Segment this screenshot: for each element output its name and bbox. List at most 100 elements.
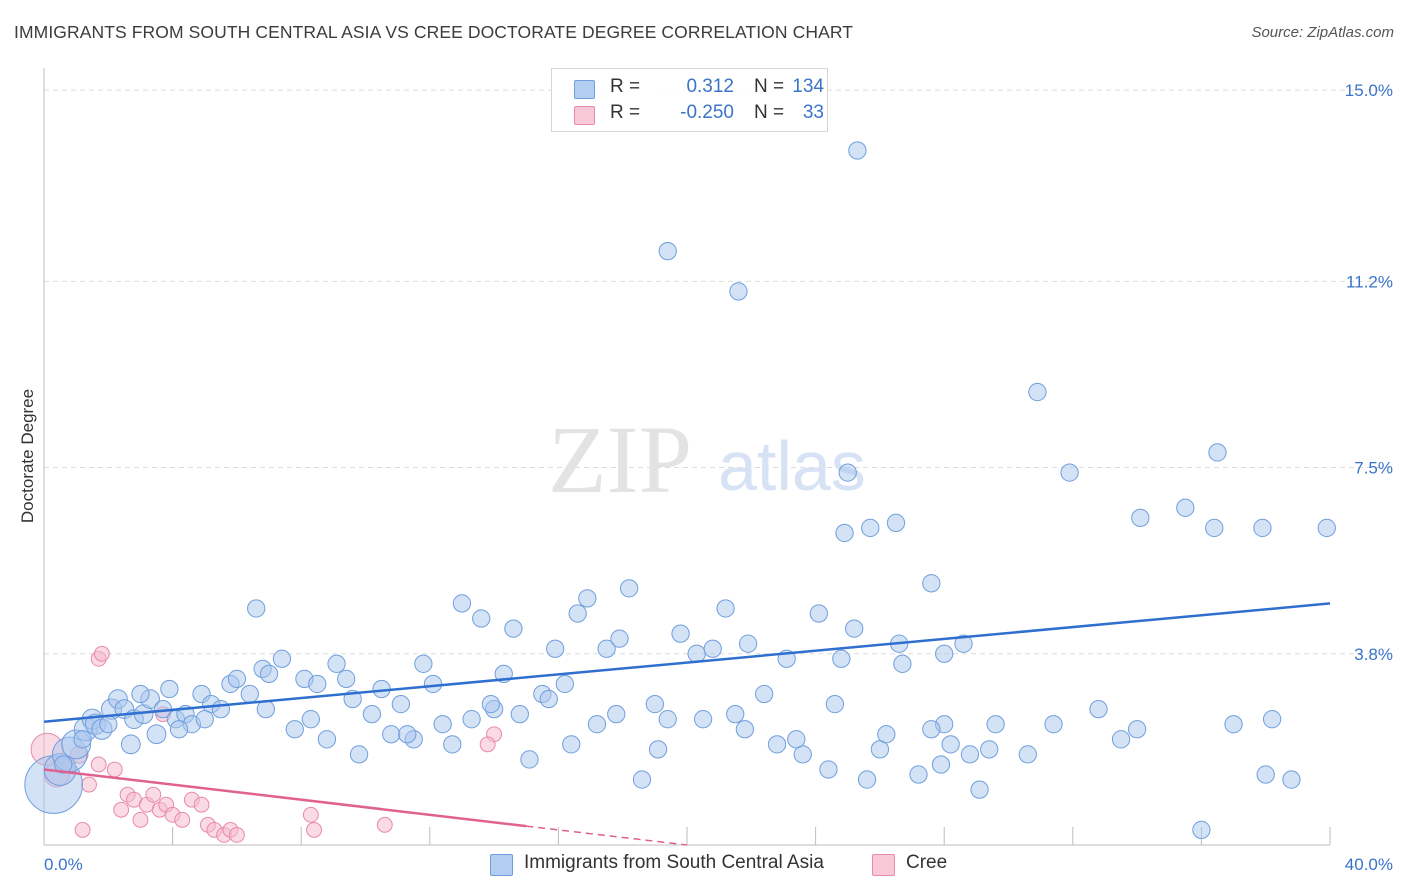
immigrants-point [272,649,292,668]
immigrants-point [54,755,73,774]
cree-point [90,756,107,773]
legend-swatch-pink [574,106,595,125]
cree-point [302,806,319,823]
immigrants-point [99,715,118,734]
cree-point [193,796,210,813]
immigrants-point [504,619,523,638]
immigrants-point [716,599,735,618]
immigrants-point [1317,518,1336,538]
immigrants-trend-line [43,602,1331,723]
tick-labels: 3.8% 7.5% 11.2% 15.0% 0.0% 40.0% [44,81,1393,874]
immigrants-point [922,720,941,739]
cree-point [132,811,149,828]
immigrants-point [1060,463,1079,482]
r-value: 0.312 [686,76,734,97]
immigrants-point [835,523,854,543]
immigrants-point [510,705,529,724]
immigrants-point [954,634,973,653]
cree-point [376,816,393,833]
immigrants-point [1224,715,1243,734]
immigrants-point [909,765,928,784]
n-label: N = [754,76,785,97]
svg-text:atlas: atlas [718,427,866,505]
x-tick-label: 40.0% [1345,855,1393,874]
immigrants-point [726,705,745,724]
immigrants-point [546,639,565,658]
immigrants-point [1262,710,1282,729]
immigrants-point [848,141,867,160]
immigrants-point [398,725,417,744]
immigrants-point [247,599,266,618]
immigrants-point [632,770,652,789]
immigrants-point [861,518,880,538]
immigrants-point [845,619,864,638]
immigrants-point [317,730,337,749]
immigrants-point [1176,498,1195,517]
immigrants-point [146,724,167,745]
immigrants-point [1205,518,1224,538]
immigrants-point [337,669,356,689]
n-value: 134 [792,76,824,97]
immigrants-point [462,710,481,729]
immigrants-point [1111,730,1131,749]
immigrants-point [120,734,141,755]
immigrants-point [587,715,607,734]
immigrants-point [433,715,452,734]
immigrants-point [986,715,1005,734]
r-label: R = [610,102,641,123]
r-label: R = [610,76,641,97]
cree-point [113,801,130,818]
immigrants-point [825,694,845,714]
immigrants-point [755,684,774,704]
immigrants-point [838,463,857,482]
legend-swatch-pink [872,854,895,876]
immigrants-point [1089,699,1108,719]
immigrants-point [809,604,828,623]
cree-point [228,826,245,843]
immigrants-point [481,694,501,714]
immigrants-point [568,604,587,623]
immigrants-point [893,654,912,673]
immigrants-point [539,689,558,709]
immigrants-point [443,735,462,754]
cree-point [174,811,191,828]
legend-swatch-blue [490,854,513,876]
immigrants-point [391,694,411,714]
immigrants-point [658,710,677,729]
legend-swatch-blue [574,80,595,99]
n-label: N = [754,102,785,123]
immigrants-point [520,750,539,769]
immigrants-point [729,282,748,301]
immigrants-point [195,710,214,729]
cree-point [479,736,496,753]
immigrants-point [211,699,230,719]
x-tick-label: 0.0% [44,855,83,874]
immigrants-point [607,705,626,724]
immigrants-point [1044,715,1063,734]
immigrants-point [327,654,346,673]
immigrants-point [349,745,369,764]
immigrants-point [645,694,664,714]
cree-point [93,645,110,662]
cree-trend-line-extension [526,825,688,846]
immigrants-point [169,720,189,739]
immigrants-point [285,720,304,739]
immigrants-point [735,720,755,739]
y-tick-label: 11.2% [1346,272,1393,291]
immigrants-point [1127,720,1147,739]
immigrants-point [767,735,787,754]
n-value: 33 [802,102,824,123]
immigrants-point [1282,770,1301,789]
cree-point [106,761,123,778]
immigrants-point [597,639,616,658]
immigrants-point [301,710,320,729]
immigrants-point [610,629,629,648]
cree-point [74,821,91,838]
cree-point [306,821,322,838]
immigrants-point [687,644,706,663]
immigrants-point [877,725,896,744]
immigrants-point [648,740,668,759]
cree-point [145,786,162,803]
immigrants-point [1256,765,1275,784]
